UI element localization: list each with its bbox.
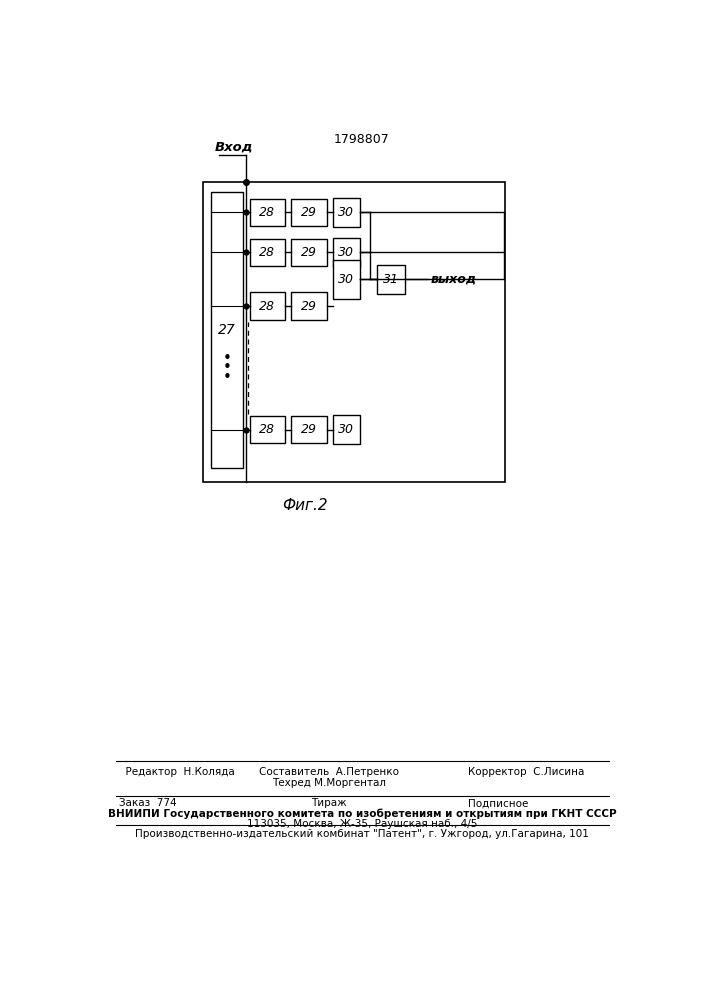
Text: Техред М.Моргентал: Техред М.Моргентал [271, 778, 385, 788]
Text: 28: 28 [259, 246, 276, 259]
Text: Редактор  Н.Коляда: Редактор Н.Коляда [119, 767, 235, 777]
Bar [333, 198, 360, 227]
Bar [291, 416, 327, 443]
Bar [333, 415, 360, 444]
Bar [203, 182, 506, 482]
Bar [291, 199, 327, 226]
Bar [211, 192, 243, 468]
Text: выход: выход [430, 273, 476, 286]
Text: 28: 28 [259, 423, 276, 436]
Text: 1798807: 1798807 [334, 133, 390, 146]
Text: Тираж: Тираж [311, 798, 346, 808]
Text: 29: 29 [301, 246, 317, 259]
Bar [250, 292, 285, 320]
Bar [291, 239, 327, 266]
Text: ВНИИПИ Государственного комитета по изобретениям и открытиям при ГКНТ СССР: ВНИИПИ Государственного комитета по изоб… [107, 808, 617, 819]
Text: •: • [223, 351, 231, 366]
Text: •: • [223, 370, 231, 385]
Bar [333, 260, 360, 299]
Bar [291, 292, 327, 320]
Text: 28: 28 [259, 300, 276, 313]
Text: 29: 29 [301, 300, 317, 313]
Text: 31: 31 [382, 273, 399, 286]
Text: 30: 30 [339, 423, 354, 436]
Bar [250, 199, 285, 226]
Text: Производственно-издательский комбинат "Патент", г. Ужгород, ул.Гагарина, 101: Производственно-издательский комбинат "П… [135, 829, 589, 839]
Text: 29: 29 [301, 423, 317, 436]
Bar [377, 265, 404, 294]
Text: 28: 28 [259, 206, 276, 219]
Text: Фиг.2: Фиг.2 [283, 497, 328, 512]
Text: 27: 27 [218, 323, 236, 337]
Text: 30: 30 [339, 273, 354, 286]
Text: 113035, Москва, Ж-35, Раушская наб., 4/5: 113035, Москва, Ж-35, Раушская наб., 4/5 [247, 819, 477, 829]
Text: 30: 30 [339, 206, 354, 219]
Text: 30: 30 [339, 246, 354, 259]
Bar [250, 239, 285, 266]
Text: Корректор  С.Лисина: Корректор С.Лисина [468, 767, 585, 777]
Text: Вход: Вход [215, 140, 253, 153]
Text: Подписное: Подписное [468, 798, 529, 808]
Text: •: • [223, 360, 231, 375]
Bar [333, 238, 360, 267]
Text: 29: 29 [301, 206, 317, 219]
Text: Составитель  А.Петренко: Составитель А.Петренко [259, 767, 399, 777]
Text: Заказ  774: Заказ 774 [119, 798, 177, 808]
Bar [250, 416, 285, 443]
